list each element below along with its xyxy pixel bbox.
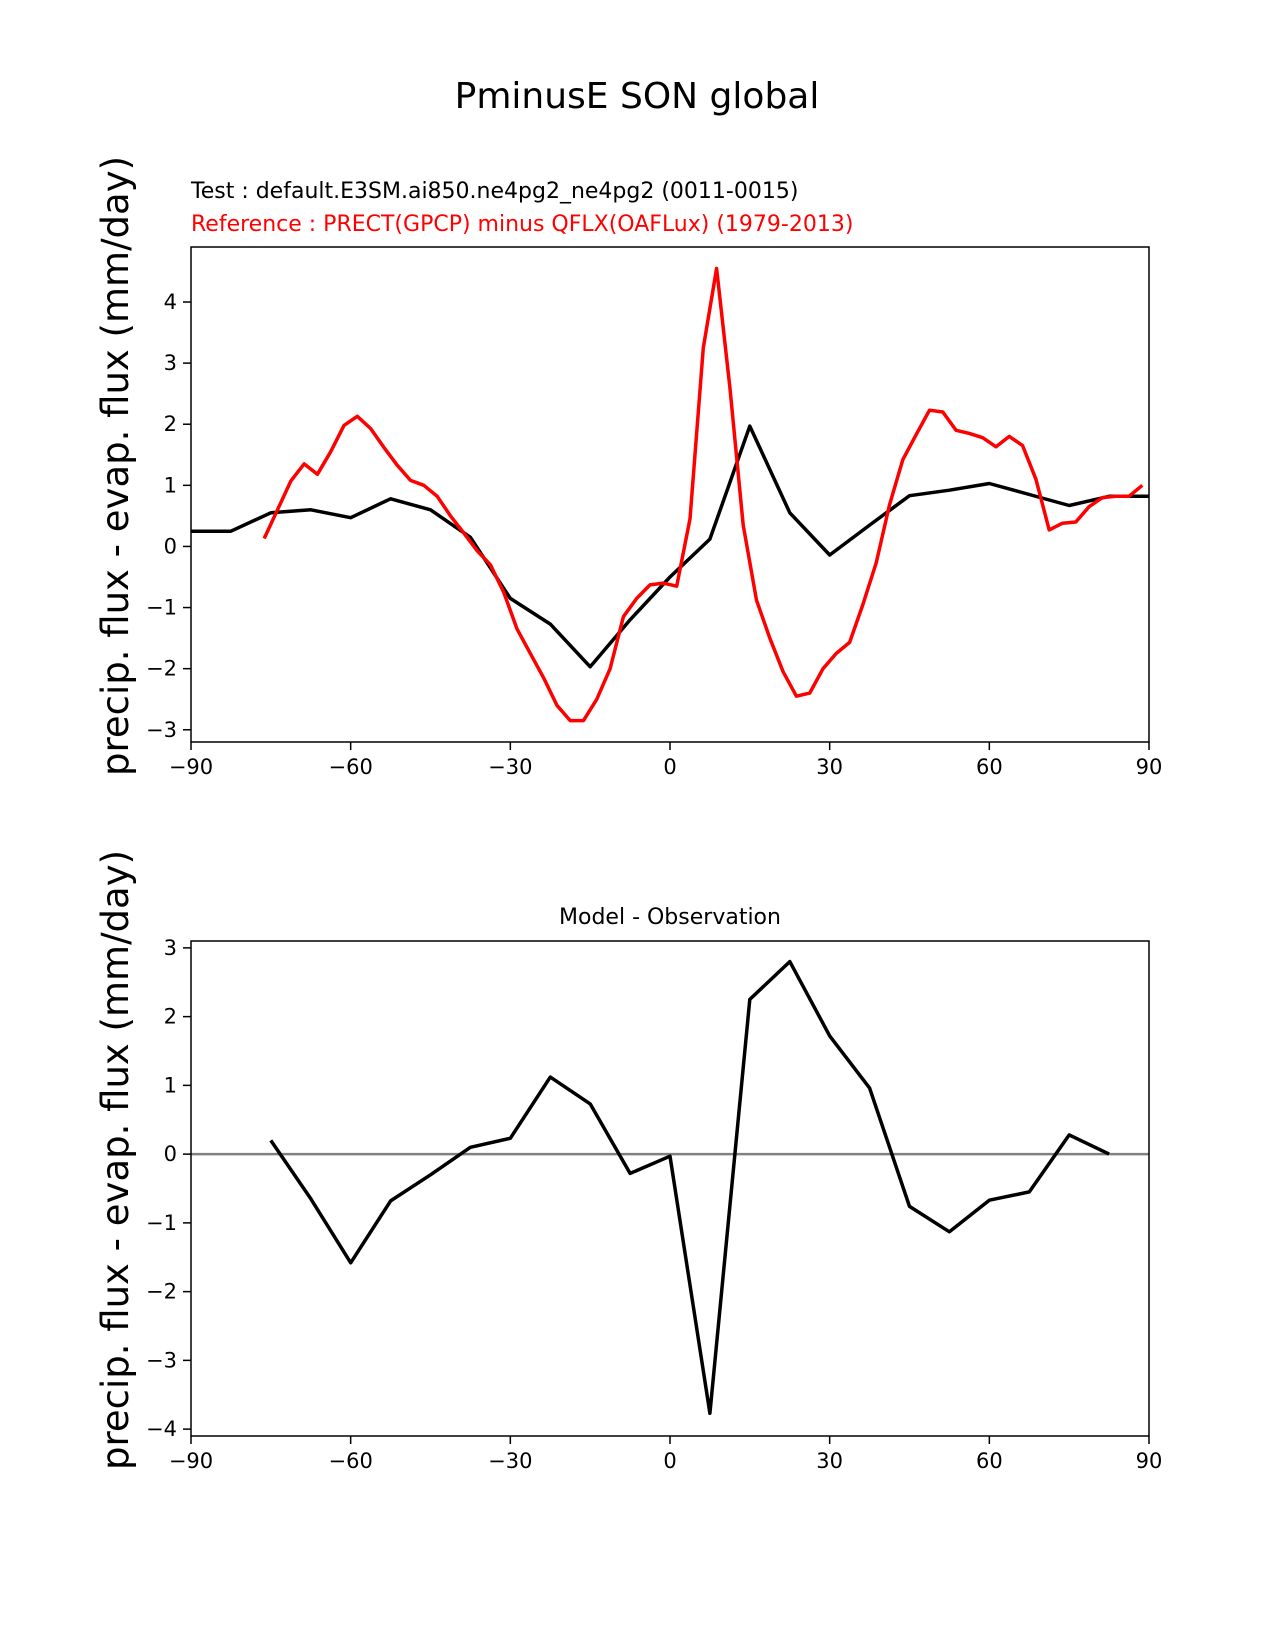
top-y-tick-label: 1 <box>164 473 177 497</box>
bottom-x-tick-label: 30 <box>816 1449 843 1473</box>
top-y-tick-label: −1 <box>146 596 177 620</box>
top-y-tick-label: 0 <box>164 534 177 558</box>
bottom-y-tick-label: −4 <box>146 1417 177 1441</box>
top-y-tick-label: −3 <box>146 718 177 742</box>
figure-title: PminusE SON global <box>455 76 820 117</box>
bottom-series-model-observation-line <box>269 959 1110 1416</box>
top-y-axis-label: precip. flux - evap. flux (mm/day) <box>94 156 137 776</box>
top-series-test-line <box>191 424 1149 669</box>
top-y-tick-label: −2 <box>146 657 177 681</box>
reference-label: Reference : PRECT(GPCP) minus QFLX(OAFLu… <box>191 212 853 237</box>
top-x-tick-label: 90 <box>1136 755 1163 779</box>
top-y-tick-label: 4 <box>164 290 177 314</box>
top-panel: Test : default.E3SM.ai850.ne4pg2_ne4pg2 … <box>94 156 1162 779</box>
bottom-x-tick-label: 90 <box>1136 1449 1163 1473</box>
bottom-x-tick-label: −30 <box>488 1449 532 1473</box>
top-x-tick-label: −60 <box>329 755 373 779</box>
bottom-x-tick-label: 60 <box>976 1449 1003 1473</box>
bottom-y-tick-label: −2 <box>146 1280 177 1304</box>
top-x-tick-label: 60 <box>976 755 1003 779</box>
bottom-y-tick-label: 1 <box>164 1073 177 1097</box>
bottom-y-tick-label: 0 <box>164 1142 177 1166</box>
top-x-tick-label: 0 <box>663 755 676 779</box>
test-label: Test : default.E3SM.ai850.ne4pg2_ne4pg2 … <box>190 179 798 204</box>
bottom-x-tick-label: 0 <box>663 1449 676 1473</box>
top-series-reference-line <box>262 266 1144 723</box>
bottom-panel: Model - Observation precip. flux - evap.… <box>94 850 1162 1473</box>
bottom-x-tick-label: −90 <box>169 1449 213 1473</box>
top-x-tick-label: −30 <box>488 755 532 779</box>
bottom-y-tick-label: −3 <box>146 1348 177 1372</box>
bottom-y-tick-label: −1 <box>146 1211 177 1235</box>
top-x-tick-label: −90 <box>169 755 213 779</box>
bottom-y-tick-label: 3 <box>164 936 177 960</box>
bottom-x-tick-label: −60 <box>329 1449 373 1473</box>
bottom-y-axis-label: precip. flux - evap. flux (mm/day) <box>94 850 137 1470</box>
top-y-tick-label: 3 <box>164 351 177 375</box>
top-x-tick-label: 30 <box>816 755 843 779</box>
bottom-y-tick-label: 2 <box>164 1005 177 1029</box>
top-y-tick-label: 2 <box>164 412 177 436</box>
bottom-panel-title: Model - Observation <box>559 905 781 930</box>
